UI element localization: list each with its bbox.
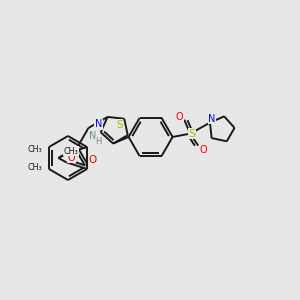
Text: O: O xyxy=(176,112,183,122)
Text: O: O xyxy=(88,155,97,165)
Text: H: H xyxy=(95,137,102,146)
Text: S: S xyxy=(189,129,196,139)
Text: CH₃: CH₃ xyxy=(64,147,79,156)
Text: N: N xyxy=(208,114,216,124)
Text: CH₃: CH₃ xyxy=(28,163,42,172)
Text: O: O xyxy=(67,153,75,163)
Text: S: S xyxy=(116,120,123,130)
Text: CH₃: CH₃ xyxy=(28,145,42,154)
Text: N: N xyxy=(89,131,96,141)
Text: O: O xyxy=(200,145,207,155)
Text: N: N xyxy=(95,119,102,129)
